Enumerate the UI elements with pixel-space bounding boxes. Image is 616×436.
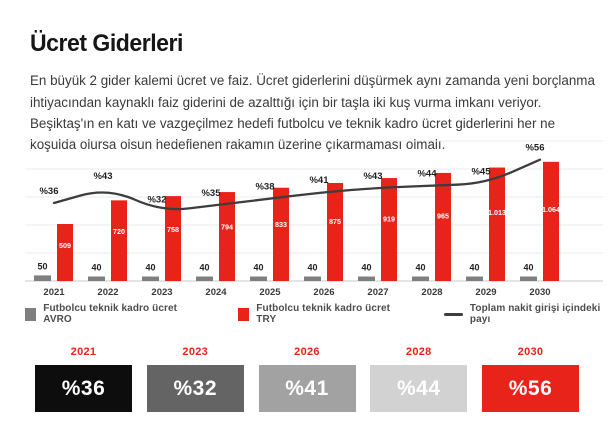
bar-try-2026 — [327, 183, 343, 281]
line-point-label: %45 — [471, 167, 491, 178]
bar-try-2025 — [273, 187, 289, 281]
highlight-year-label: 2026 — [294, 346, 320, 358]
bar-avro-label: 40 — [253, 263, 263, 273]
line-point-label: %35 — [201, 188, 221, 199]
line-point-label: %43 — [93, 171, 112, 182]
bar-avro-label: 40 — [469, 263, 479, 273]
page-title: Ücret Giderleri — [30, 30, 183, 58]
bar-try-label: 833 — [275, 220, 287, 229]
bar-try-2023 — [165, 196, 181, 281]
legend-line-swatch-icon — [443, 312, 463, 316]
bar-avro-2023 — [142, 276, 159, 281]
highlight-2021: 2021 %36 — [35, 346, 132, 412]
x-tick-2022: 2022 — [97, 287, 118, 298]
bar-avro-2024 — [196, 276, 213, 281]
highlight-year-label: 2028 — [405, 346, 432, 358]
bar-try-label: 875 — [329, 217, 341, 226]
bar-try-2029 — [489, 167, 505, 281]
bar-avro-2021 — [34, 275, 51, 281]
x-tick-2030: 2030 — [529, 287, 550, 298]
bar-try-label: 509 — [59, 241, 71, 250]
bar-avro-2027 — [358, 276, 375, 281]
bar-avro-label: 50 — [37, 261, 47, 271]
bar-avro-label: 40 — [361, 263, 371, 273]
highlight-value-box: %41 — [258, 365, 356, 412]
bar-try-label: 1.064 — [542, 205, 560, 214]
highlight-value-box: %56 — [482, 365, 579, 412]
bar-avro-2028 — [412, 276, 429, 281]
highlight-2028: 2028 %44 — [370, 346, 468, 412]
legend-label: Futbolcu teknik kadro ücret TRY — [256, 303, 391, 325]
bar-try-2027 — [381, 178, 397, 281]
highlight-value-box: %32 — [146, 365, 244, 412]
bar-try-2028 — [435, 172, 451, 281]
line-point-label: %38 — [255, 182, 274, 193]
bar-avro-2029 — [466, 276, 483, 281]
bar-avro-2030 — [520, 276, 537, 281]
chart-legend: Futbolcu teknik kadro ücret AVRO Futbolcu… — [25, 303, 603, 325]
highlight-row: 2021 %36 2023 %32 2026 %41 2028 %44 2030 %56 — [35, 346, 579, 412]
line-point-label: %43 — [363, 171, 382, 182]
bar-try-label: 1.013 — [488, 208, 506, 217]
line-point-label: %32 — [147, 195, 166, 206]
bar-avro-label: 40 — [145, 263, 155, 273]
x-tick-2029: 2029 — [475, 287, 496, 298]
highlight-year-label: 2023 — [182, 346, 209, 358]
bar-avro-2025 — [250, 276, 267, 281]
highlight-2030: 2030 %56 — [482, 346, 579, 412]
legend-item-line: Toplam nakit girişi içindeki payı — [443, 303, 603, 325]
x-tick-2026: 2026 — [313, 287, 334, 298]
line-point-label: %44 — [417, 169, 437, 180]
bar-try-label: 720 — [113, 227, 125, 236]
bar-avro-label: 40 — [415, 263, 425, 273]
bar-try-2024 — [219, 192, 235, 281]
bar-try-label: 919 — [383, 214, 395, 223]
bar-avro-label: 40 — [91, 263, 101, 273]
bar-try-2022 — [111, 200, 127, 281]
highlight-value-box: %36 — [35, 365, 132, 412]
legend-label: Toplam nakit girişi içindeki payı — [469, 303, 601, 325]
highlight-year-label: 2030 — [517, 346, 544, 358]
bar-try-label: 965 — [437, 211, 449, 220]
legend-square-swatch-icon — [238, 307, 250, 321]
legend-item-try: Futbolcu teknik kadro ücret TRY — [238, 303, 392, 325]
x-tick-2021: 2021 — [43, 287, 65, 298]
highlight-2023: 2023 %32 — [146, 346, 244, 412]
highlight-2026: 2026 %41 — [258, 346, 356, 412]
bar-try-label: 794 — [221, 222, 233, 231]
bar-avro-2022 — [88, 276, 105, 281]
bar-try-label: 758 — [167, 225, 179, 234]
bar-avro-label: 40 — [199, 263, 209, 273]
highlight-value-box: %44 — [370, 365, 468, 412]
x-tick-2028: 2028 — [421, 287, 442, 298]
x-tick-2023: 2023 — [151, 287, 172, 298]
bar-avro-2026 — [304, 276, 321, 281]
bar-avro-label: 40 — [523, 263, 533, 273]
bar-try-2030 — [543, 161, 559, 281]
line-point-label: %56 — [525, 143, 544, 154]
line-point-label: %41 — [309, 175, 329, 186]
legend-square-swatch-icon — [25, 307, 37, 321]
legend-item-avro: Futbolcu teknik kadro ücret AVRO — [25, 303, 186, 325]
bar-avro-label: 40 — [307, 263, 317, 273]
legend-label: Futbolcu teknik kadro ücret AVRO — [43, 303, 178, 325]
line-point-label: %36 — [39, 186, 58, 197]
x-tick-2025: 2025 — [259, 287, 281, 298]
share-of-cash-line — [52, 158, 542, 211]
bar-try-2021 — [57, 223, 73, 281]
wage-chart: 50 509 2021 %36 40 720 2022 %43 40 758 2023 %32 40 79… — [25, 140, 603, 298]
highlight-year-label: 2021 — [70, 346, 97, 358]
x-tick-2024: 2024 — [205, 287, 227, 298]
x-tick-2027: 2027 — [367, 287, 388, 298]
wage-chart-container: 50 509 2021 %36 40 720 2022 %43 40 758 2023 %32 40 79… — [25, 136, 603, 302]
